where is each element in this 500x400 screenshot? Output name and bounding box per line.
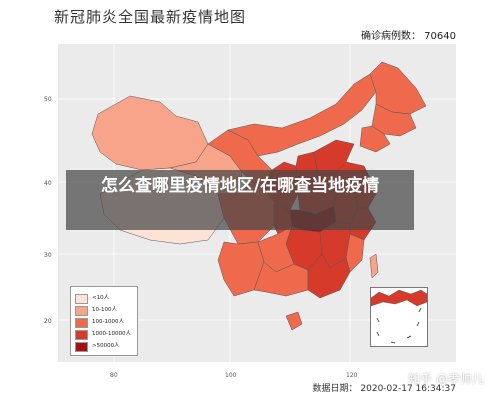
legend-item: >50000人 bbox=[75, 342, 137, 352]
legend-swatch bbox=[75, 330, 88, 340]
confirmed-cases-label: 确诊病例数： 70640 bbox=[361, 31, 456, 42]
province-xinjiang bbox=[91, 95, 209, 171]
province-inner-mongolia bbox=[227, 73, 377, 157]
title-banner: 怎么查哪里疫情地区/在哪查当地疫情 bbox=[66, 170, 414, 230]
legend: <10人 10-100人 100-1000人 1000-10000人 >5000… bbox=[70, 286, 138, 356]
legend-label: 100-1000人 bbox=[92, 319, 124, 325]
x-tick-label: 120 bbox=[346, 372, 358, 379]
data-date-label: 数据日期： 2020-02-17 16:34:37 bbox=[312, 384, 456, 394]
south-china-sea-inset bbox=[370, 287, 428, 347]
legend-label: >50000人 bbox=[92, 343, 120, 349]
y-tick-label: 20 bbox=[44, 318, 52, 325]
x-tick-label: 100 bbox=[225, 372, 237, 379]
province-hainan bbox=[285, 311, 303, 331]
y-tick-label: 40 bbox=[44, 180, 52, 187]
legend-label: 10-100人 bbox=[92, 307, 117, 313]
legend-swatch bbox=[75, 318, 88, 328]
legend-item: 1000-10000人 bbox=[75, 330, 137, 340]
province-heilongjiang bbox=[369, 61, 427, 115]
y-tick-label: 30 bbox=[44, 252, 52, 259]
province-taiwan bbox=[369, 253, 379, 279]
legend-item: 100-1000人 bbox=[75, 318, 137, 328]
legend-label: <10人 bbox=[92, 295, 110, 301]
map-title: 新冠肺炎全国最新疫情地图 bbox=[54, 8, 247, 26]
x-tick-label: 80 bbox=[110, 372, 118, 379]
inset-map bbox=[370, 288, 428, 346]
province-guangdong bbox=[307, 253, 351, 299]
legend-swatch bbox=[75, 342, 88, 352]
province-liaoning bbox=[359, 125, 391, 153]
legend-label: 1000-10000人 bbox=[92, 331, 131, 337]
legend-item: <10人 bbox=[75, 294, 137, 304]
legend-swatch bbox=[75, 294, 88, 304]
watermark: 知乎 @孝帅儿 bbox=[408, 372, 484, 386]
banner-text: 怎么查哪里疫情地区/在哪查当地疫情 bbox=[100, 176, 380, 196]
y-tick-label: 50 bbox=[44, 96, 52, 103]
legend-swatch bbox=[75, 306, 88, 316]
legend-item: 10-100人 bbox=[75, 306, 137, 316]
